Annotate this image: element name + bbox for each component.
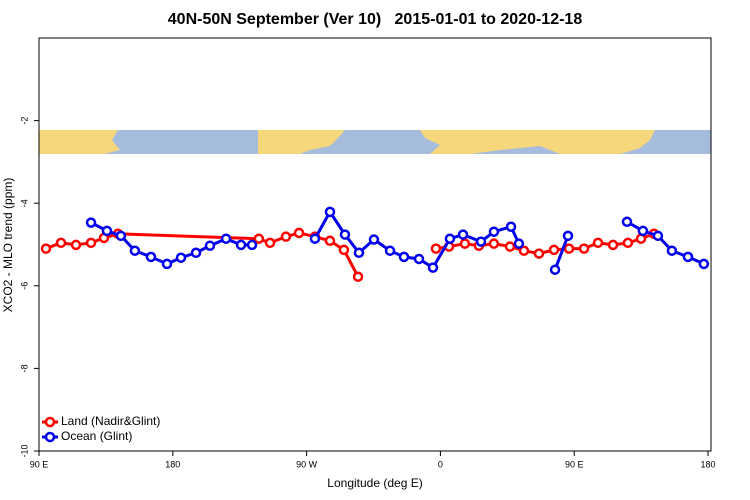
data-point [488,238,500,249]
legend-marker [44,431,56,443]
data-point [563,243,575,254]
data-point [70,239,82,251]
data-point [204,240,216,251]
x-tick-label: 90 E [30,459,49,469]
x-axis-label: Longitude (deg E) [327,476,422,490]
series-line [553,235,570,271]
x-tick-label: 90 W [296,459,318,469]
data-point [368,234,380,245]
data-point [220,233,232,244]
y-axis-label: XCO2 - MLO trend (ppm) [1,178,15,313]
data-point [384,245,396,256]
data-point [459,238,471,249]
data-point [652,230,664,242]
data-point [293,227,305,239]
data-point [324,235,336,247]
data-point [115,230,127,242]
data-point [682,251,694,263]
data-point [161,258,173,270]
plot-frame [38,37,712,452]
data-point [518,245,530,256]
data-point [101,225,113,237]
data-point [129,245,141,256]
data-point [533,248,545,259]
data-point [457,229,469,240]
data-point [444,233,456,244]
data-point [549,264,561,275]
data-point [666,245,678,256]
data-point [175,252,187,263]
data-point [637,225,649,237]
data-point [253,233,265,244]
data-point [339,229,351,240]
data-point [264,237,276,249]
legend-label: Land (Nadir&Glint) [61,414,160,428]
y-tick-label: -6 [19,282,29,290]
data-point [621,216,633,228]
y-tick-label: -8 [19,364,29,372]
data-point [55,237,67,249]
y-tick-label: -2 [19,117,29,125]
x-tick-label: 180 [165,459,180,469]
data-point [280,231,292,242]
data-point [324,206,336,218]
data-point [85,237,97,249]
data-point [592,237,604,249]
data-point [145,251,157,263]
data-point [246,239,258,251]
data-point [235,239,247,251]
data-point [353,247,365,259]
legend-marker [44,416,56,428]
x-tick-label: 0 [438,459,443,469]
data-point [607,239,619,251]
data-point [190,247,202,259]
legend-label: Ocean (Glint) [61,429,132,443]
data-point [427,262,439,273]
data-point [548,244,560,256]
data-point [398,251,410,263]
data-point [622,237,634,249]
data-point [40,243,52,254]
data-point [505,221,517,232]
data-point [430,243,442,254]
data-point [513,238,525,249]
data-point [488,226,500,237]
data-point [352,271,364,282]
data-point [562,230,574,242]
data-point [338,244,350,256]
x-tick-label: 90 E [565,459,584,469]
chart-title: 40N-50N September (Ver 10) 2015-01-01 to… [168,11,583,28]
y-tick-label: -10 [19,444,29,457]
y-tick-label: -4 [19,199,29,207]
map-strip [39,130,711,154]
data-point [85,217,97,228]
data-point [413,253,425,265]
data-point [309,233,321,244]
data-point [698,258,710,270]
x-tick-label: 180 [701,459,716,469]
data-point [475,236,487,247]
series-line [435,232,655,256]
data-point [504,241,516,252]
data-point [578,243,590,254]
